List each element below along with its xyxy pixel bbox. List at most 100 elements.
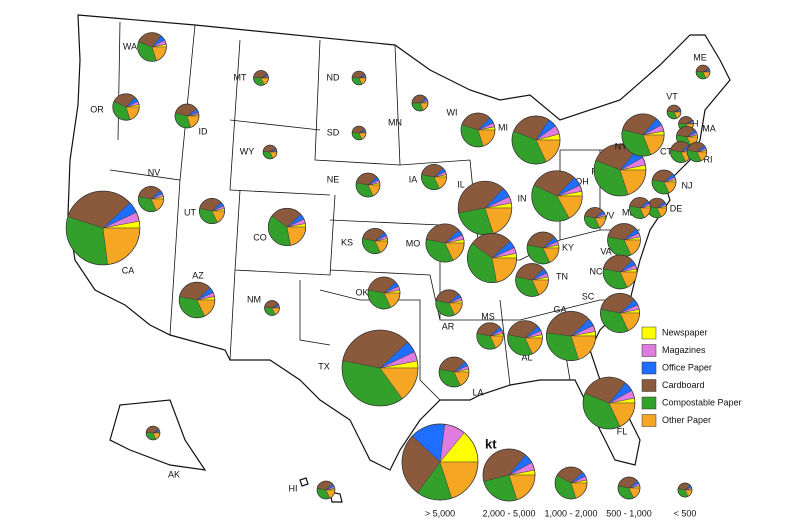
legend-swatch — [641, 414, 657, 427]
state-label: TX — [318, 361, 330, 371]
state-label: TN — [556, 271, 568, 281]
legend-label: Office Paper — [662, 362, 712, 372]
pie-outline — [341, 329, 419, 407]
legend-label: Newspaper — [662, 327, 708, 337]
pie-outline — [351, 125, 367, 141]
pie-outline — [600, 293, 640, 333]
state-label: NV — [148, 167, 161, 177]
size-class-label: > 5,000 — [425, 508, 455, 518]
pie-outline — [435, 289, 463, 317]
pie-outline — [367, 276, 401, 310]
state-label: MD — [622, 207, 636, 217]
pie-outline — [511, 115, 561, 165]
pie-outline — [554, 466, 588, 500]
legend-label: Other Paper — [662, 415, 711, 425]
pies: WAORIDMTNDSDMNWIMIWYNVUTCONEIAILINOHPANY… — [65, 32, 716, 500]
pie-outline — [629, 197, 651, 219]
pie-outline — [526, 231, 560, 265]
pie-outline — [138, 186, 164, 212]
state-label: MI — [498, 122, 508, 132]
pie-outline — [686, 141, 708, 163]
pie-outline — [351, 70, 367, 86]
pie-outline — [174, 103, 200, 129]
state-label: VT — [666, 91, 678, 101]
state-label: NJ — [682, 180, 693, 190]
state-label: AK — [168, 469, 180, 479]
state-label: MN — [388, 117, 402, 127]
legend-swatch — [641, 396, 657, 410]
state-label: SD — [327, 127, 340, 137]
state-label: NM — [247, 294, 261, 304]
size-class-label: < 500 — [674, 508, 697, 518]
pie-outline — [199, 198, 225, 224]
state-label: WY — [240, 146, 255, 156]
state-label: RI — [704, 154, 713, 164]
state-label: WA — [123, 41, 137, 51]
state-label: NE — [327, 174, 340, 184]
legend-swatch — [641, 361, 657, 375]
state-label: WV — [600, 210, 615, 220]
pie-outline — [515, 263, 549, 297]
state-label: CO — [253, 232, 267, 242]
state-label: MS — [481, 311, 495, 321]
pie-outline — [401, 423, 479, 501]
state-label: CA — [122, 265, 135, 275]
pie-outline — [666, 104, 682, 120]
pie-outline — [411, 94, 429, 112]
pie-outline — [582, 376, 636, 430]
pie-outline — [593, 143, 647, 197]
state-label: WI — [447, 107, 458, 117]
pie-outline — [531, 170, 583, 222]
legend: Newspaper Magazines Office Paper Cardboard C… — [401, 326, 742, 518]
state-label: ND — [327, 72, 340, 82]
legend-label: Cardboard — [662, 380, 705, 390]
state-label: ME — [693, 52, 707, 62]
state-label: OR — [90, 104, 104, 114]
state-label: NC — [590, 266, 603, 276]
pie-outline — [695, 64, 711, 80]
state-label: CT — [660, 146, 672, 156]
state-label: UT — [184, 207, 196, 217]
pie-outline — [112, 93, 140, 121]
pie-outline — [617, 476, 641, 500]
state-label: DE — [670, 203, 683, 213]
state-label: MA — [702, 123, 716, 133]
state-label: KS — [341, 237, 353, 247]
legend-swatch — [641, 379, 657, 392]
state-label: OH — [575, 176, 589, 186]
state-label: VA — [600, 246, 611, 256]
state-label: AZ — [192, 270, 204, 280]
legend-swatch — [641, 326, 657, 340]
pie-outline — [602, 254, 638, 290]
size-class-label: 1,000 - 2,000 — [544, 508, 597, 518]
pie-outline — [545, 310, 597, 362]
state-label: NY — [615, 141, 628, 151]
pie-outline — [262, 144, 278, 160]
pie-outline — [482, 448, 536, 502]
state-label: IN — [518, 193, 527, 203]
state-label: AR — [442, 321, 455, 331]
state-label: IA — [409, 174, 418, 184]
state-label: FL — [617, 426, 628, 436]
legend-label: Magazines — [662, 345, 706, 355]
state-label: HI — [289, 483, 298, 493]
pie-outline — [476, 322, 504, 350]
size-legend-title: kt — [485, 436, 497, 451]
pie-outline — [584, 207, 606, 229]
state-label: AL — [521, 352, 532, 362]
pie-outline — [316, 480, 336, 500]
state-label: KY — [562, 242, 574, 252]
size-class-label: 500 - 1,000 — [606, 508, 652, 518]
pie-outline — [264, 300, 280, 316]
pie-outline — [145, 425, 161, 441]
pie-outline — [65, 190, 141, 266]
pie-outline — [355, 172, 381, 198]
state-label: OK — [355, 287, 368, 297]
state-label: ID — [199, 126, 209, 136]
state-label: LA — [472, 387, 483, 397]
state-label: MO — [406, 238, 421, 248]
legend-swatch — [641, 344, 657, 357]
pie-outline — [438, 356, 470, 388]
pie-outline — [178, 281, 216, 319]
